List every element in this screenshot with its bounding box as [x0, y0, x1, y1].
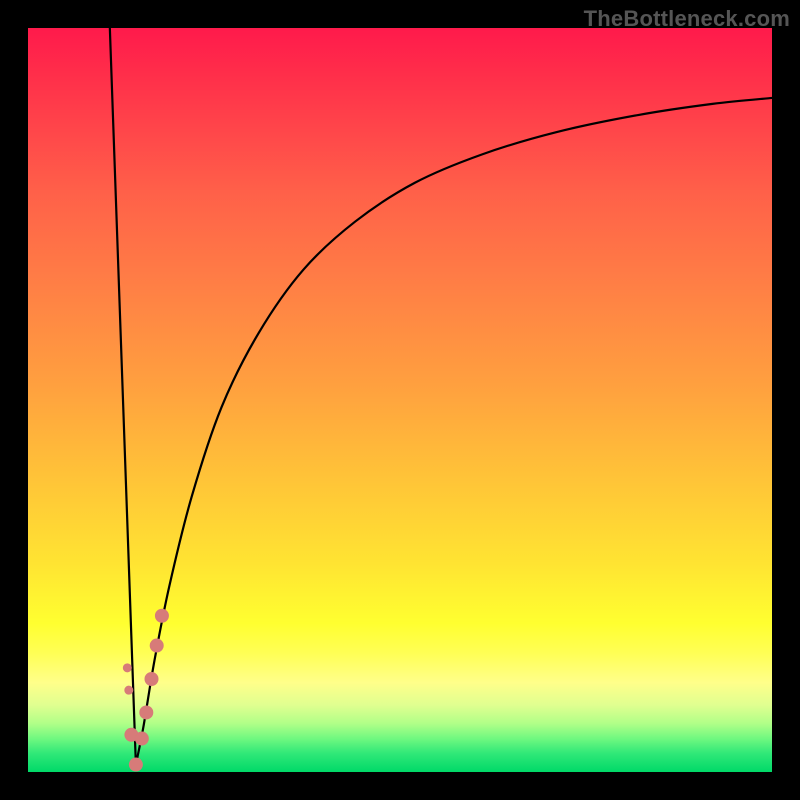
data-marker — [123, 664, 131, 672]
data-marker — [150, 639, 163, 652]
data-marker — [155, 609, 168, 622]
marker-group — [123, 609, 168, 771]
data-marker — [140, 706, 153, 719]
bottleneck-curve — [110, 28, 772, 765]
curve-layer — [28, 28, 772, 772]
data-marker — [135, 732, 148, 745]
chart-container: TheBottleneck.com — [0, 0, 800, 800]
data-marker — [145, 673, 158, 686]
data-marker — [129, 758, 142, 771]
data-marker — [125, 686, 133, 694]
watermark-text: TheBottleneck.com — [584, 6, 790, 32]
plot-area — [28, 28, 772, 772]
